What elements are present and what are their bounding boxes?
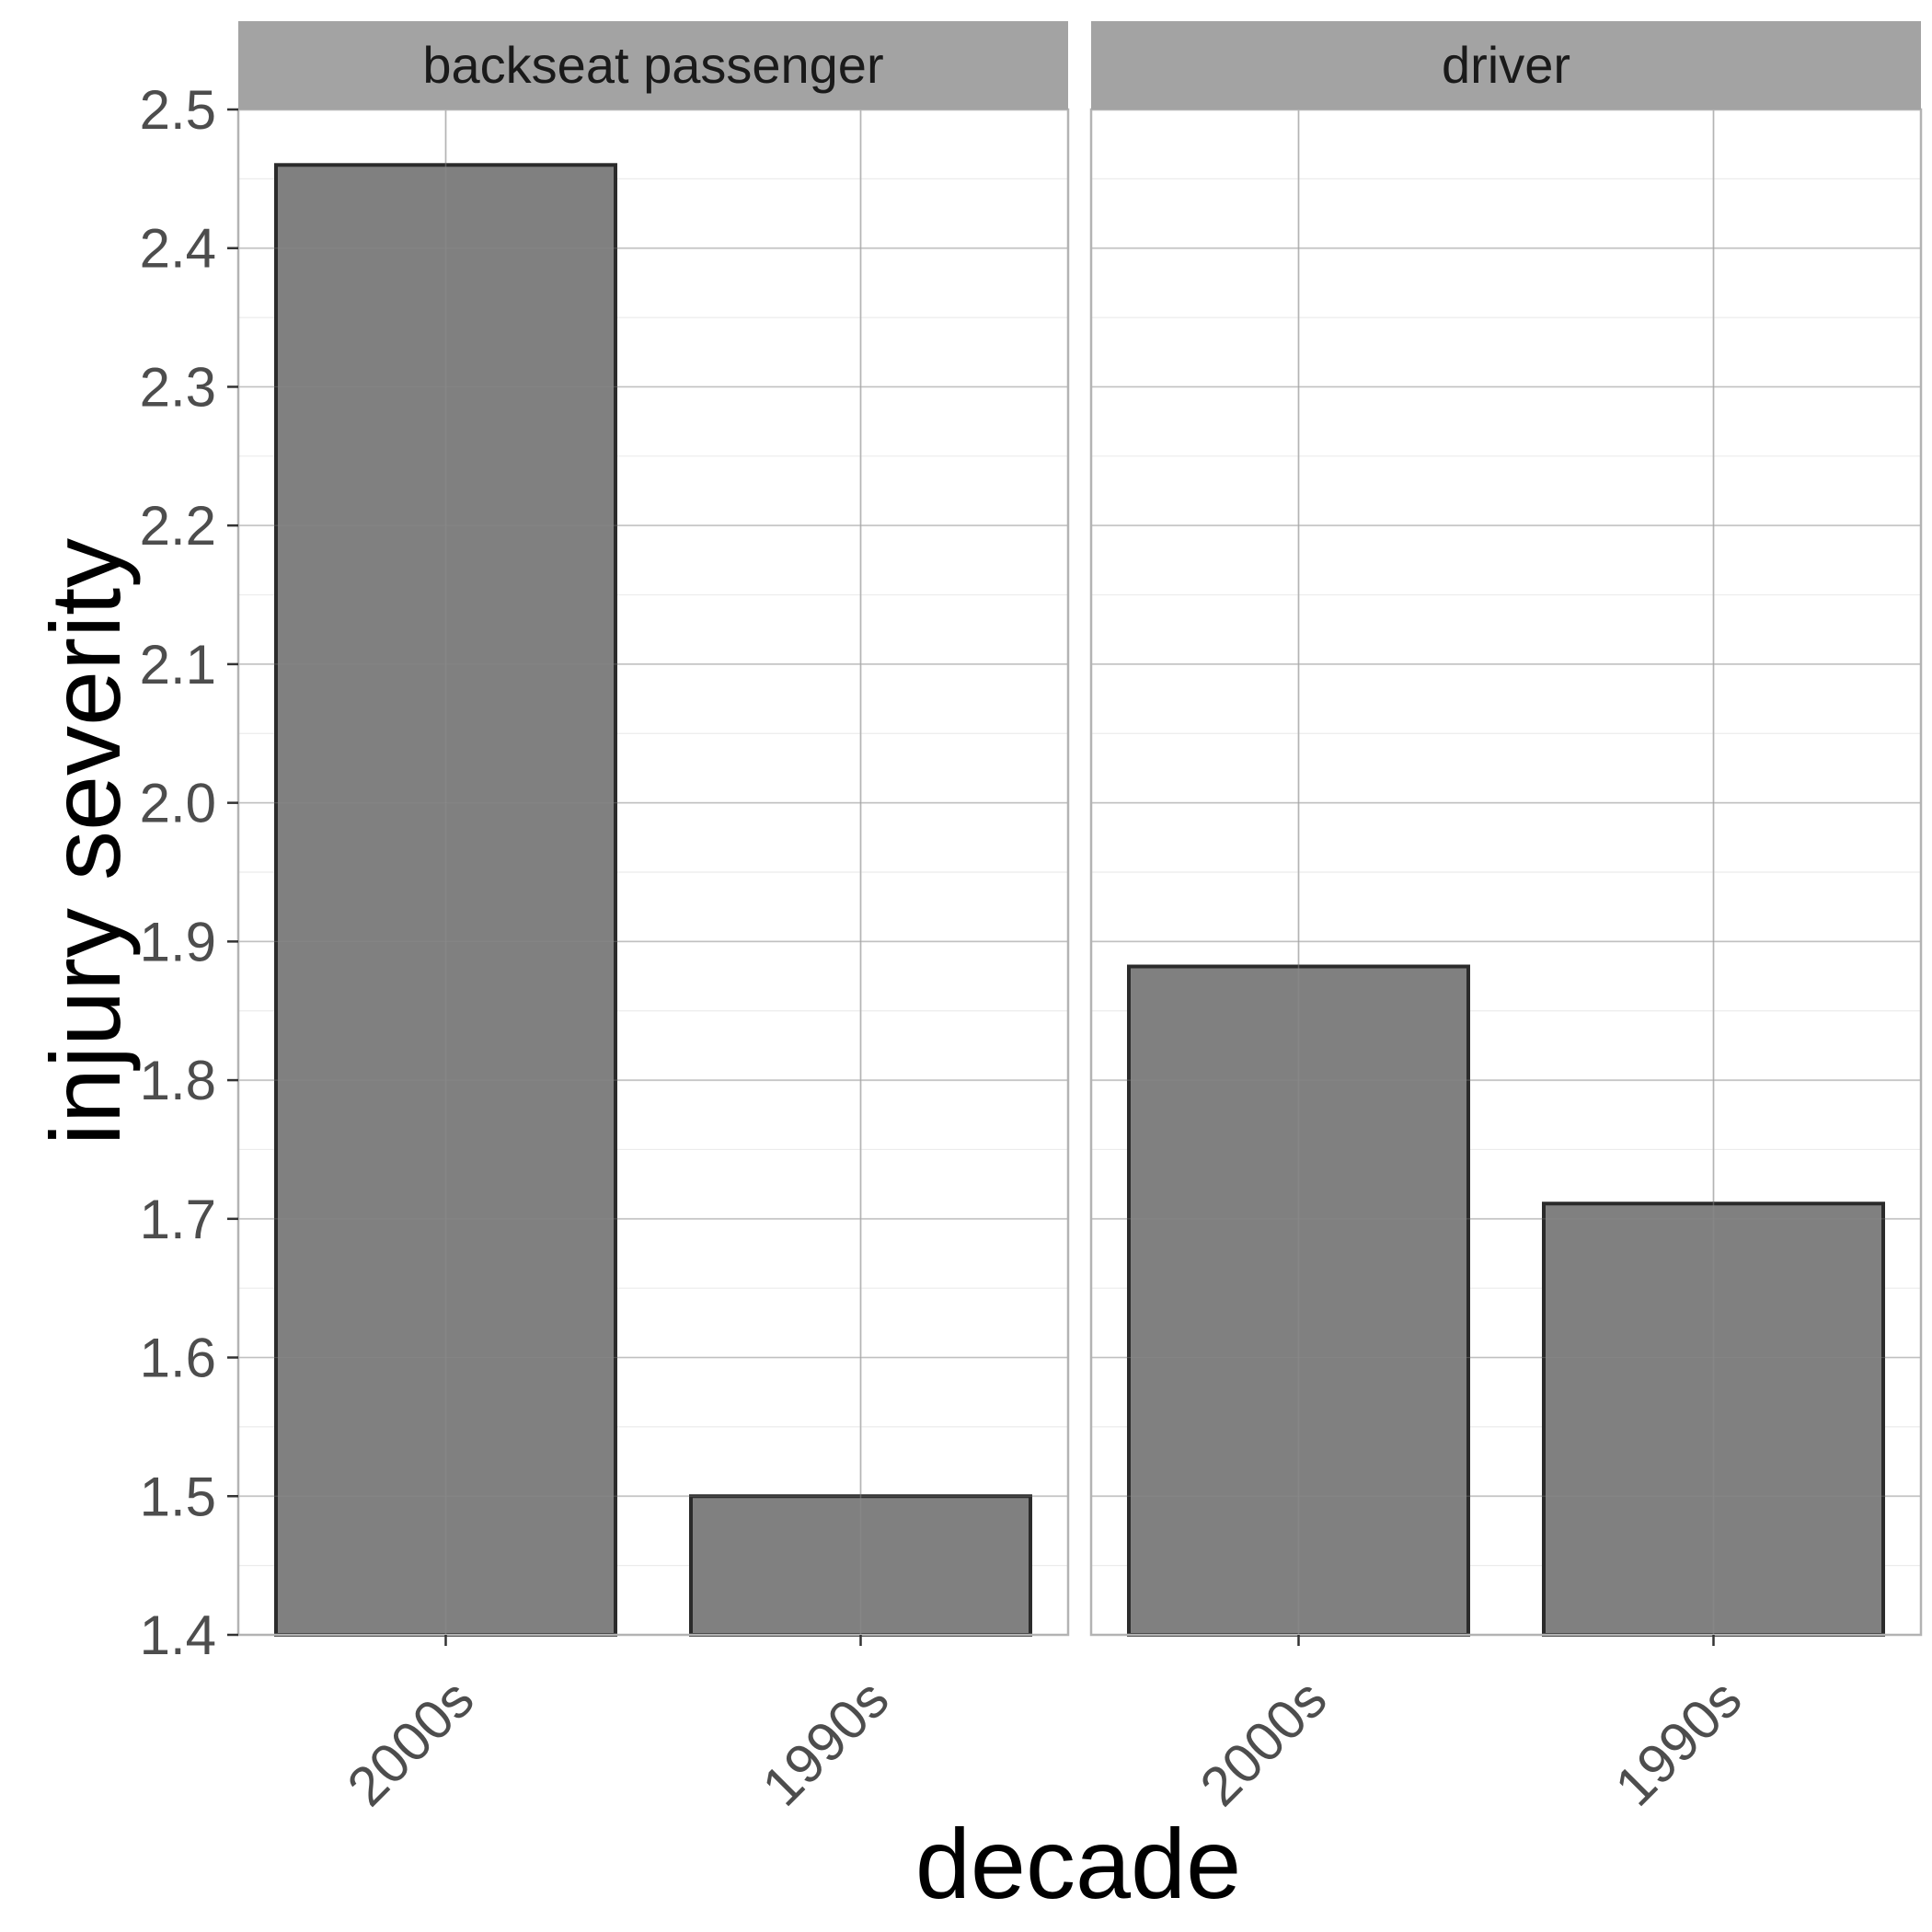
y-tick-label: 1.7 [140, 1189, 216, 1250]
y-tick-label: 1.9 [140, 911, 216, 972]
y-tick-label: 2.3 [140, 356, 216, 418]
facet-panel: backseat passenger 2000s 1990s [236, 21, 1070, 1818]
y-tick-label: 1.5 [140, 1466, 216, 1527]
y-axis-title: injury severity [29, 538, 141, 1145]
facet-strip-label: driver [1442, 36, 1570, 94]
y-tick-label: 2.4 [140, 218, 216, 280]
x-tick-label: 2000s [1189, 1668, 1339, 1818]
y-tick-label: 2.1 [140, 634, 216, 696]
x-tick-label: 1990s [751, 1668, 901, 1818]
x-axis-title: decade [915, 1808, 1241, 1919]
facet-strip [1091, 21, 1921, 109]
facet-panel: driver 2000s 1990s [1089, 21, 1923, 1818]
facet-strip-label: backseat passenger [422, 36, 883, 94]
y-tick-label: 1.8 [140, 1050, 216, 1111]
y-tick-label: 1.6 [140, 1328, 216, 1389]
y-tick-label: 1.4 [140, 1604, 216, 1666]
facet-strip [238, 21, 1068, 109]
y-axis: 1.4 1.5 1.6 1.7 1.8 1.9 2.0 2.1 2.2 2.3 2.4 2.5 [140, 79, 238, 1666]
y-tick-label: 2.0 [140, 773, 216, 834]
y-tick-label: 2.5 [140, 79, 216, 141]
y-tick-label: 2.2 [140, 495, 216, 557]
chart-panels: backseat passenger 2000s 1990s driver 2000s 1… [236, 21, 1923, 1818]
x-tick-label: 1990s [1604, 1668, 1754, 1818]
x-tick-label: 2000s [336, 1668, 486, 1818]
